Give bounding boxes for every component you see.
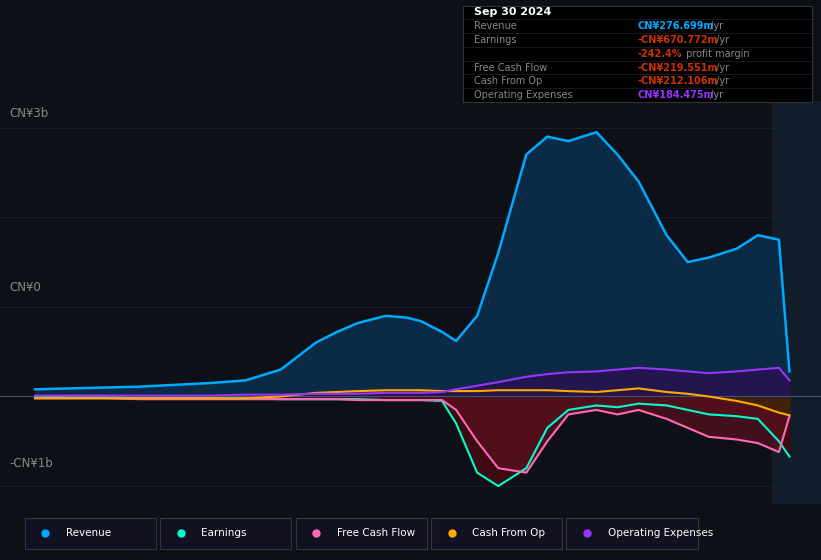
Text: Revenue: Revenue	[66, 529, 111, 538]
Text: CN¥0: CN¥0	[10, 281, 42, 293]
Text: CN¥276.699m: CN¥276.699m	[638, 21, 714, 31]
Text: /yr: /yr	[713, 63, 729, 72]
FancyBboxPatch shape	[431, 518, 562, 549]
Text: -CN¥670.772m: -CN¥670.772m	[638, 35, 718, 45]
Text: CN¥3b: CN¥3b	[10, 107, 49, 120]
Text: Operating Expenses: Operating Expenses	[608, 529, 713, 538]
Text: -CN¥212.106m: -CN¥212.106m	[638, 76, 718, 86]
Text: Cash From Op: Cash From Op	[472, 529, 545, 538]
Text: /yr: /yr	[713, 35, 729, 45]
Text: Free Cash Flow: Free Cash Flow	[474, 63, 547, 72]
Text: Operating Expenses: Operating Expenses	[474, 90, 572, 100]
Text: Sep 30 2024: Sep 30 2024	[474, 7, 551, 17]
Text: -242.4%: -242.4%	[638, 49, 682, 59]
Bar	[772, 101, 821, 504]
Text: Revenue: Revenue	[474, 21, 516, 31]
Text: CN¥184.475m: CN¥184.475m	[638, 90, 714, 100]
Text: profit margin: profit margin	[683, 49, 750, 59]
FancyBboxPatch shape	[160, 518, 291, 549]
Text: /yr: /yr	[713, 76, 729, 86]
Text: -CN¥1b: -CN¥1b	[10, 457, 53, 470]
FancyBboxPatch shape	[566, 518, 698, 549]
Text: /yr: /yr	[707, 21, 722, 31]
Text: Free Cash Flow: Free Cash Flow	[337, 529, 415, 538]
Text: /yr: /yr	[707, 90, 722, 100]
FancyBboxPatch shape	[296, 518, 427, 549]
Text: Earnings: Earnings	[474, 35, 516, 45]
Text: -CN¥219.551m: -CN¥219.551m	[638, 63, 718, 72]
Text: Earnings: Earnings	[201, 529, 246, 538]
Text: Cash From Op: Cash From Op	[474, 76, 542, 86]
FancyBboxPatch shape	[25, 518, 156, 549]
